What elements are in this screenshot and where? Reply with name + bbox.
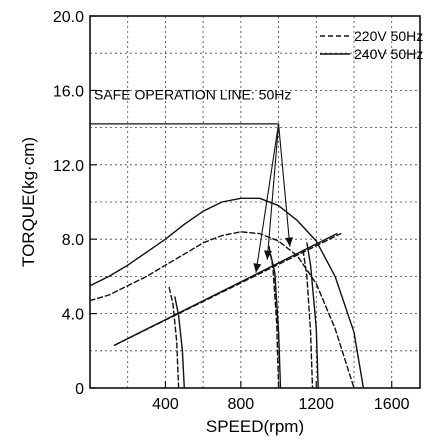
series-torque-curve-240v	[89, 197, 365, 389]
safe-operation-line-label: SAFE OPERATION LINE: 50Hz	[94, 87, 291, 103]
series-safe-operation-line-240v	[113, 232, 338, 346]
series-drop-off-240v	[174, 296, 185, 389]
annotation-pointer-lines	[90, 123, 294, 273]
plot-layer	[89, 197, 365, 389]
series-drop-off-220v	[302, 249, 314, 389]
plot-frame	[89, 15, 421, 389]
axis-layer: 0 4.0 8.0 12.0 16.0 20.0 400 800 1200 1600	[53, 9, 421, 413]
series-drop-off-240v	[270, 255, 282, 389]
y-tick-label: 8.0	[62, 232, 84, 249]
series-drop-off-220v	[168, 286, 180, 389]
x-tick-label: 800	[228, 396, 255, 413]
y-tick-label: 20.0	[53, 9, 84, 26]
series-torque-curve-220v	[89, 231, 355, 389]
annotation-arrowhead	[253, 263, 262, 273]
y-tick-label: 12.0	[53, 158, 84, 175]
x-axis-title: SPEED(rpm)	[206, 417, 304, 436]
annotation-pointer	[266, 123, 280, 260]
y-tick-label: 0	[75, 381, 84, 398]
annotation-pointer	[278, 123, 291, 247]
annotation-arrowhead	[264, 250, 272, 260]
x-tick-label: 1600	[374, 396, 410, 413]
y-tick-label: 4.0	[62, 307, 84, 324]
y-axis-title: TORQUE(kg·cm)	[19, 137, 38, 267]
series-drop-off-240v	[306, 242, 319, 389]
y-tick-label: 16.0	[53, 83, 84, 100]
x-tick-label: 400	[152, 396, 179, 413]
legend-label-240v: 240V 50Hz	[354, 46, 423, 62]
legend: 220V 50Hz 240V 50Hz	[320, 28, 423, 62]
annotation-pointer	[255, 123, 280, 273]
annotation-arrowhead	[285, 237, 294, 247]
annotation: SAFE OPERATION LINE: 50Hz	[90, 87, 294, 273]
x-tick-label: 1200	[298, 396, 334, 413]
legend-label-220v: 220V 50Hz	[354, 28, 423, 44]
